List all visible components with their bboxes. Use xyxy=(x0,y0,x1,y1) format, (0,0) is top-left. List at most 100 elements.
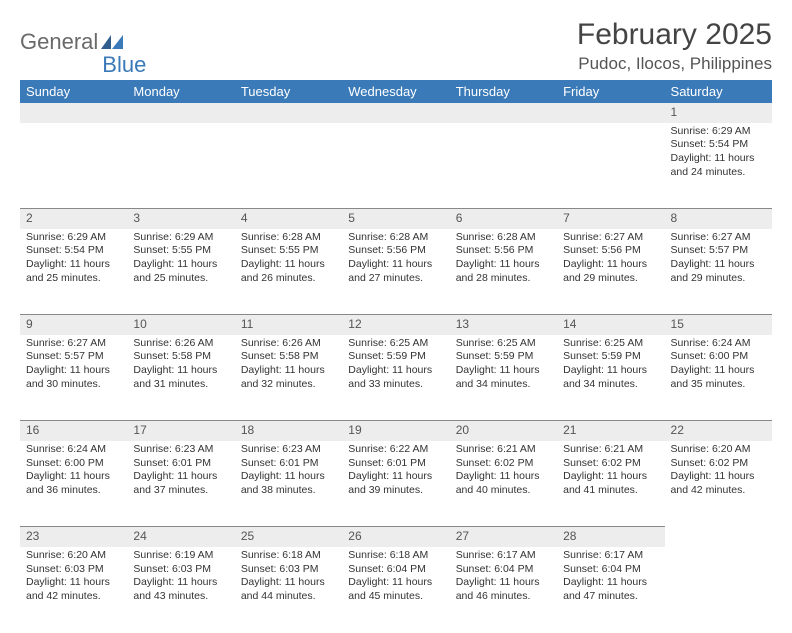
weekday-header: Friday xyxy=(557,80,664,103)
daylight-text: and 32 minutes. xyxy=(241,378,336,392)
daylight-text: Daylight: 11 hours xyxy=(241,364,336,378)
day-cell: Sunrise: 6:25 AMSunset: 5:59 PMDaylight:… xyxy=(342,335,449,421)
logo-text-general: General xyxy=(20,29,98,55)
daylight-text: and 27 minutes. xyxy=(348,272,443,286)
day-number-cell: 26 xyxy=(342,527,449,547)
sunrise-text: Sunrise: 6:24 AM xyxy=(671,337,766,351)
weekday-header: Monday xyxy=(127,80,234,103)
daylight-text: and 26 minutes. xyxy=(241,272,336,286)
sunset-text: Sunset: 6:01 PM xyxy=(241,457,336,471)
sunset-text: Sunset: 6:04 PM xyxy=(348,563,443,577)
day-number-row: 16171819202122 xyxy=(20,421,772,441)
day-cell: Sunrise: 6:26 AMSunset: 5:58 PMDaylight:… xyxy=(235,335,342,421)
day-cell: Sunrise: 6:27 AMSunset: 5:56 PMDaylight:… xyxy=(557,229,664,315)
daylight-text: and 25 minutes. xyxy=(133,272,228,286)
day-number-cell: 27 xyxy=(450,527,557,547)
sunset-text: Sunset: 6:03 PM xyxy=(241,563,336,577)
daylight-text: and 43 minutes. xyxy=(133,590,228,604)
day-number-cell: 21 xyxy=(557,421,664,441)
sunrise-text: Sunrise: 6:29 AM xyxy=(26,231,121,245)
day-content-row: Sunrise: 6:20 AMSunset: 6:03 PMDaylight:… xyxy=(20,547,772,633)
day-number-cell xyxy=(342,103,449,123)
day-number-cell: 18 xyxy=(235,421,342,441)
day-number-cell: 8 xyxy=(665,209,772,229)
daylight-text: Daylight: 11 hours xyxy=(348,364,443,378)
day-number-cell: 6 xyxy=(450,209,557,229)
day-cell: Sunrise: 6:27 AMSunset: 5:57 PMDaylight:… xyxy=(20,335,127,421)
daylight-text: and 33 minutes. xyxy=(348,378,443,392)
day-number-cell: 12 xyxy=(342,315,449,335)
sunset-text: Sunset: 6:02 PM xyxy=(456,457,551,471)
sunrise-text: Sunrise: 6:20 AM xyxy=(671,443,766,457)
day-number-cell: 22 xyxy=(665,421,772,441)
daylight-text: and 35 minutes. xyxy=(671,378,766,392)
sunrise-text: Sunrise: 6:25 AM xyxy=(456,337,551,351)
sunrise-text: Sunrise: 6:28 AM xyxy=(348,231,443,245)
weekday-header: Saturday xyxy=(665,80,772,103)
day-number-cell: 24 xyxy=(127,527,234,547)
day-cell: Sunrise: 6:24 AMSunset: 6:00 PMDaylight:… xyxy=(665,335,772,421)
daylight-text: and 40 minutes. xyxy=(456,484,551,498)
day-number-cell xyxy=(20,103,127,123)
sunset-text: Sunset: 6:04 PM xyxy=(456,563,551,577)
day-number-cell: 20 xyxy=(450,421,557,441)
day-number-cell: 3 xyxy=(127,209,234,229)
day-number-cell: 2 xyxy=(20,209,127,229)
sunset-text: Sunset: 6:00 PM xyxy=(26,457,121,471)
sunset-text: Sunset: 5:58 PM xyxy=(241,350,336,364)
sunrise-text: Sunrise: 6:28 AM xyxy=(456,231,551,245)
daylight-text: Daylight: 11 hours xyxy=(671,152,766,166)
daylight-text: and 44 minutes. xyxy=(241,590,336,604)
sunrise-text: Sunrise: 6:27 AM xyxy=(563,231,658,245)
weekday-header: Wednesday xyxy=(342,80,449,103)
daylight-text: Daylight: 11 hours xyxy=(241,576,336,590)
day-cell: Sunrise: 6:28 AMSunset: 5:55 PMDaylight:… xyxy=(235,229,342,315)
day-cell: Sunrise: 6:27 AMSunset: 5:57 PMDaylight:… xyxy=(665,229,772,315)
daylight-text: and 24 minutes. xyxy=(671,166,766,180)
daylight-text: Daylight: 11 hours xyxy=(563,364,658,378)
daylight-text: Daylight: 11 hours xyxy=(26,576,121,590)
day-number-cell: 25 xyxy=(235,527,342,547)
day-cell: Sunrise: 6:26 AMSunset: 5:58 PMDaylight:… xyxy=(127,335,234,421)
location-label: Pudoc, Ilocos, Philippines xyxy=(577,54,772,74)
sunrise-text: Sunrise: 6:25 AM xyxy=(563,337,658,351)
day-content-row: Sunrise: 6:29 AMSunset: 5:54 PMDaylight:… xyxy=(20,229,772,315)
daylight-text: and 34 minutes. xyxy=(563,378,658,392)
daylight-text: and 29 minutes. xyxy=(671,272,766,286)
day-content-row: Sunrise: 6:24 AMSunset: 6:00 PMDaylight:… xyxy=(20,441,772,527)
daylight-text: Daylight: 11 hours xyxy=(671,364,766,378)
daylight-text: and 31 minutes. xyxy=(133,378,228,392)
daylight-text: and 29 minutes. xyxy=(563,272,658,286)
sunset-text: Sunset: 5:57 PM xyxy=(671,244,766,258)
day-number-cell: 19 xyxy=(342,421,449,441)
day-number-cell: 10 xyxy=(127,315,234,335)
day-cell: Sunrise: 6:18 AMSunset: 6:04 PMDaylight:… xyxy=(342,547,449,633)
day-cell: Sunrise: 6:28 AMSunset: 5:56 PMDaylight:… xyxy=(342,229,449,315)
sunset-text: Sunset: 5:54 PM xyxy=(671,138,766,152)
daylight-text: and 46 minutes. xyxy=(456,590,551,604)
sunset-text: Sunset: 5:54 PM xyxy=(26,244,121,258)
daylight-text: Daylight: 11 hours xyxy=(456,470,551,484)
day-number-cell: 17 xyxy=(127,421,234,441)
sunrise-text: Sunrise: 6:20 AM xyxy=(26,549,121,563)
calendar-table: Sunday Monday Tuesday Wednesday Thursday… xyxy=(20,80,772,633)
sunrise-text: Sunrise: 6:18 AM xyxy=(348,549,443,563)
day-content-row: Sunrise: 6:29 AMSunset: 5:54 PMDaylight:… xyxy=(20,123,772,209)
day-cell xyxy=(665,547,772,633)
daylight-text: Daylight: 11 hours xyxy=(241,470,336,484)
daylight-text: Daylight: 11 hours xyxy=(241,258,336,272)
sunrise-text: Sunrise: 6:29 AM xyxy=(133,231,228,245)
daylight-text: and 28 minutes. xyxy=(456,272,551,286)
daylight-text: and 38 minutes. xyxy=(241,484,336,498)
daylight-text: Daylight: 11 hours xyxy=(26,364,121,378)
daylight-text: and 42 minutes. xyxy=(671,484,766,498)
day-number-cell: 1 xyxy=(665,103,772,123)
daylight-text: and 47 minutes. xyxy=(563,590,658,604)
daylight-text: and 45 minutes. xyxy=(348,590,443,604)
daylight-text: Daylight: 11 hours xyxy=(26,258,121,272)
day-number-cell: 7 xyxy=(557,209,664,229)
day-number-cell xyxy=(127,103,234,123)
sunrise-text: Sunrise: 6:26 AM xyxy=(241,337,336,351)
day-cell: Sunrise: 6:17 AMSunset: 6:04 PMDaylight:… xyxy=(557,547,664,633)
weekday-header: Thursday xyxy=(450,80,557,103)
